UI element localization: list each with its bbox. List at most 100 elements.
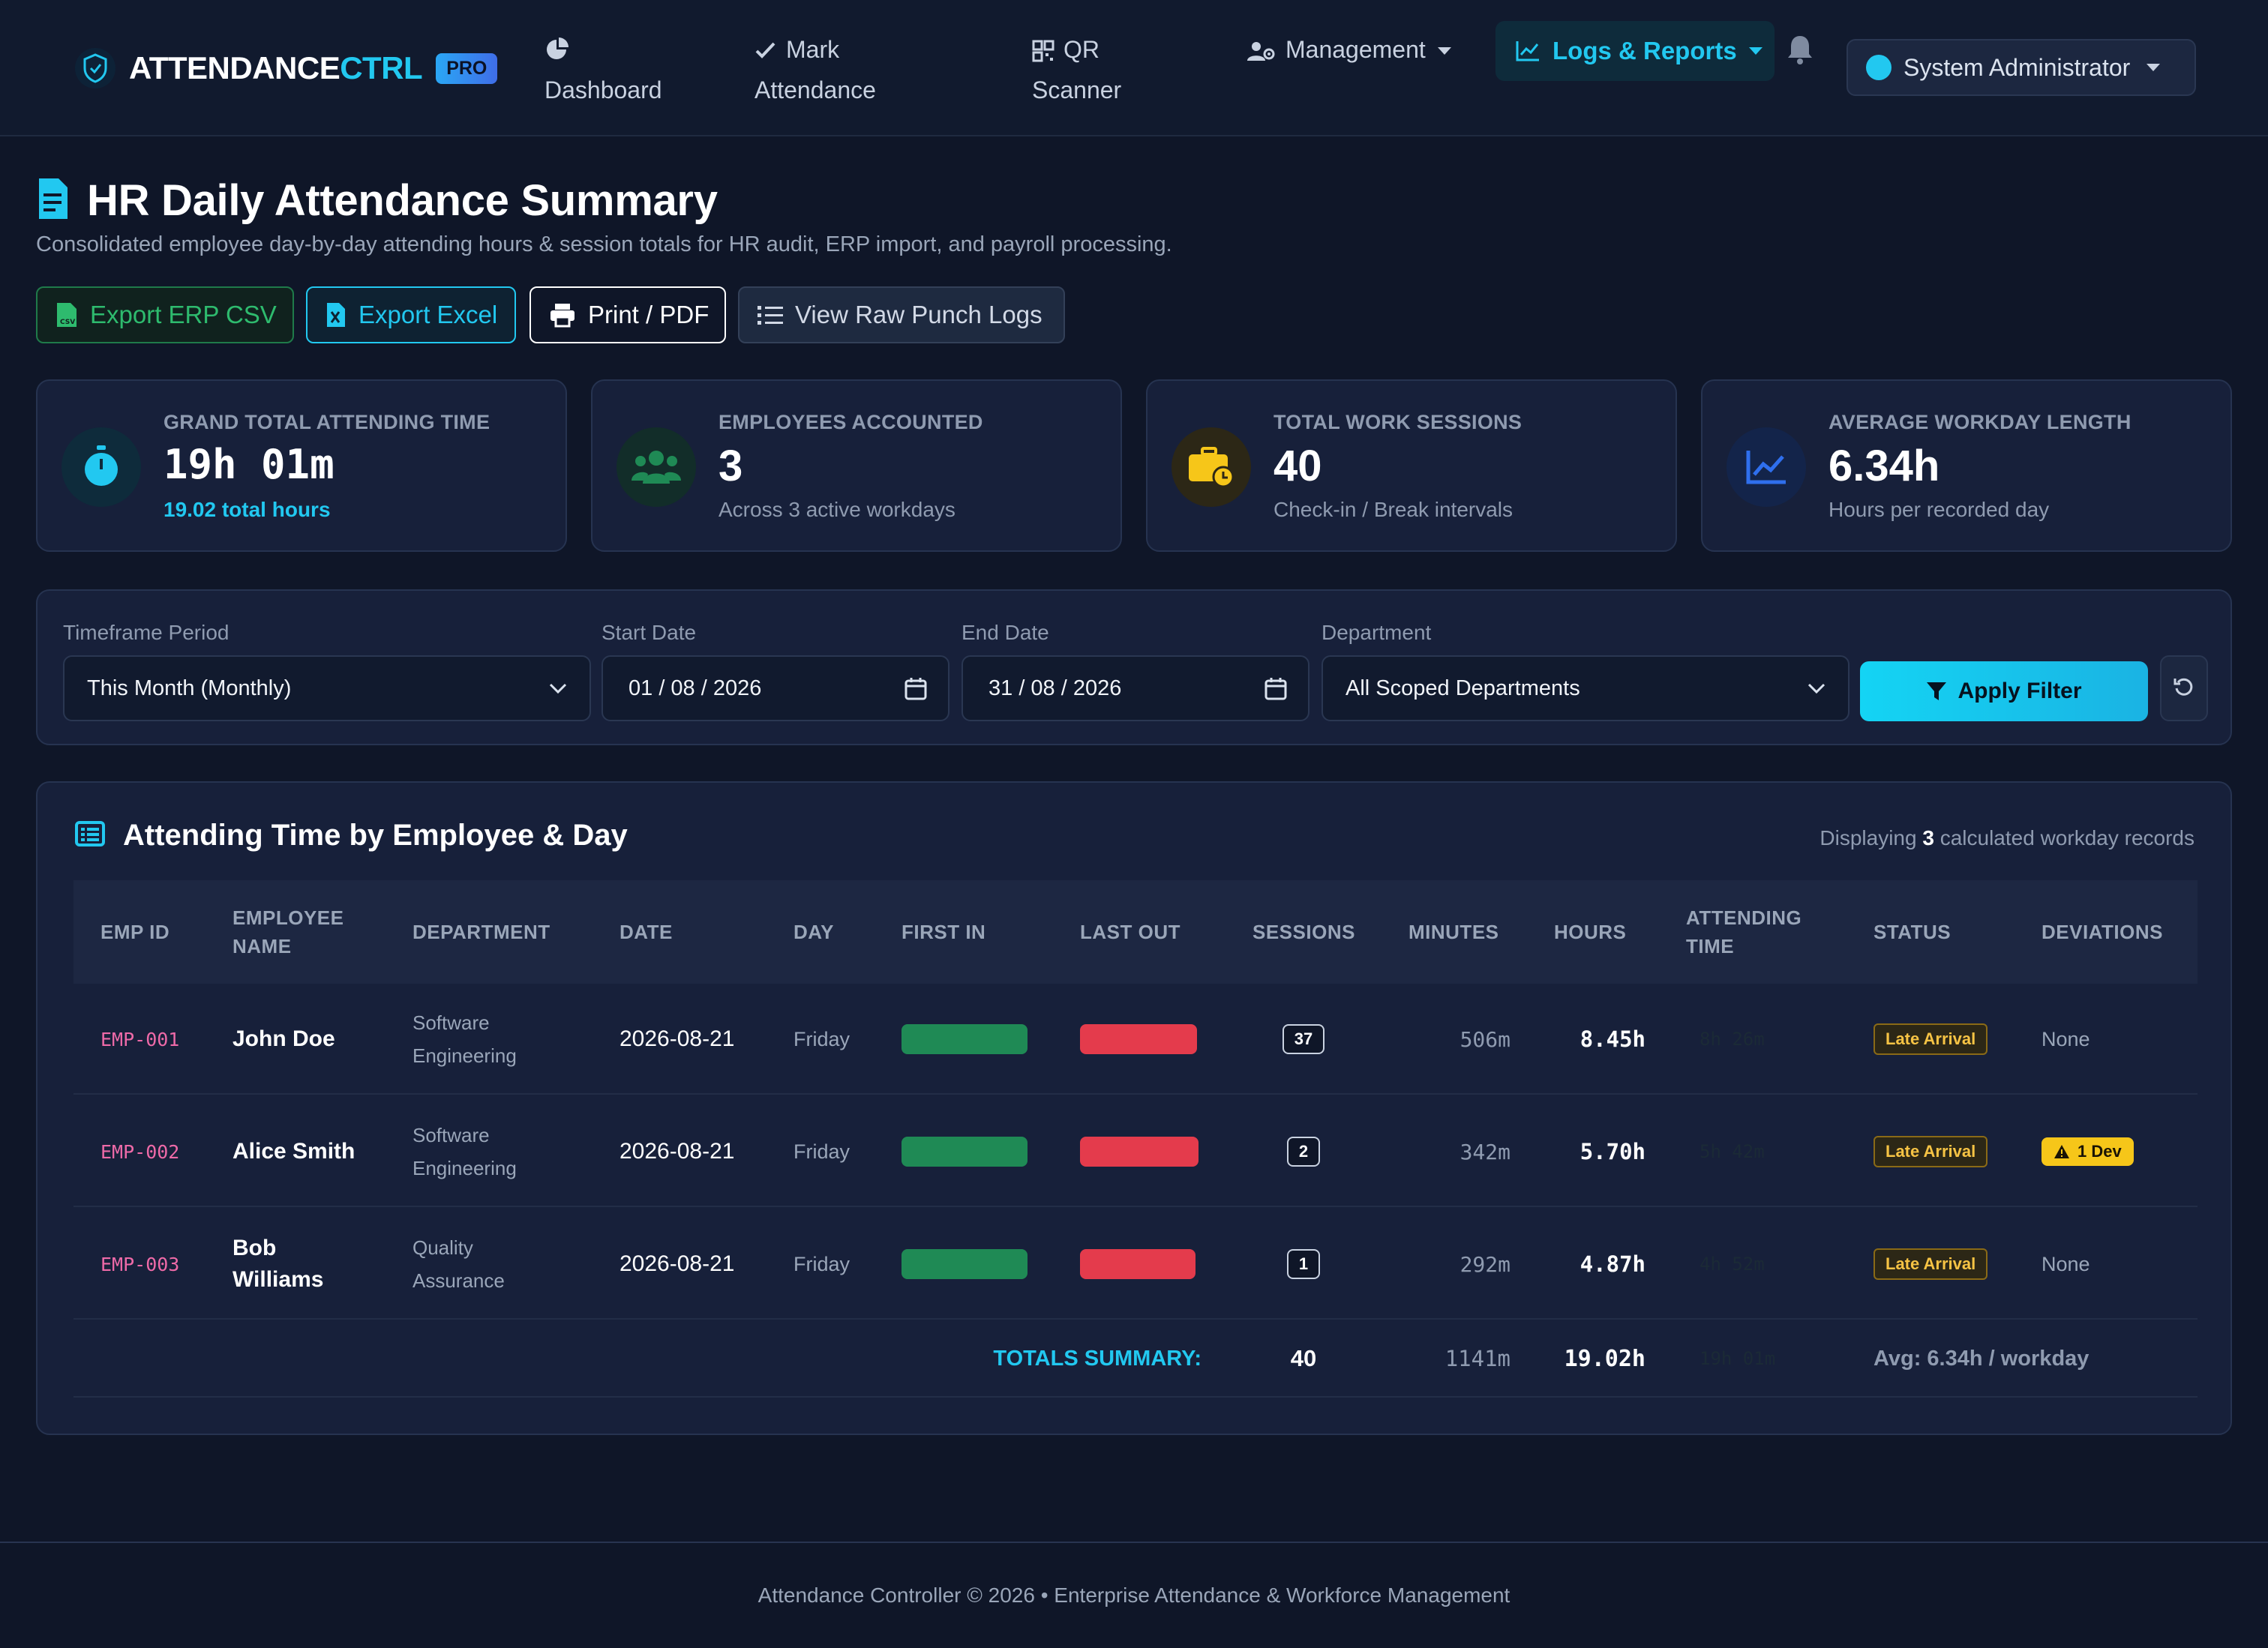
start-date-input[interactable]: 01 / 08 / 2026 [602, 655, 950, 721]
deviation-badge[interactable]: 1 Dev [2042, 1137, 2134, 1166]
chevron-down-icon [548, 676, 568, 706]
filter-panel: Timeframe Period This Month (Monthly) St… [36, 589, 2232, 745]
col-emp-id[interactable]: EMP ID [100, 921, 170, 943]
totals-minutes: 1141m [1444, 1346, 1510, 1371]
attendance-table-panel: Attending Time by Employee & Day Display… [36, 781, 2232, 1435]
start-date-label: Start Date [602, 621, 697, 644]
col-sessions[interactable]: SESSIONS [1252, 921, 1355, 943]
col-department[interactable]: DEPARTMENT [412, 921, 550, 943]
bell-icon[interactable] [1785, 33, 1815, 70]
chevron-down-icon [1748, 47, 1762, 55]
status-badge: Late Arrival [1874, 1023, 1988, 1055]
users-icon [616, 427, 696, 507]
chevron-down-icon [2146, 64, 2161, 71]
file-invoice-icon [36, 177, 69, 224]
stat-card-sessions: TOTAL WORK SESSIONS 40 Check-in / Break … [1146, 379, 1677, 552]
col-minutes[interactable]: MINUTES [1408, 921, 1499, 943]
col-last-out[interactable]: LAST OUT [1080, 921, 1180, 943]
stat-card-average: AVERAGE WORKDAY LENGTH 6.34h Hours per r… [1701, 379, 2232, 552]
first-in-pill [902, 984, 1028, 1095]
end-date-label: End Date [962, 621, 1049, 644]
table-title: Attending Time by Employee & Day [123, 819, 628, 852]
col-date[interactable]: DATE [620, 921, 673, 943]
totals-sessions: 40 [1290, 1345, 1317, 1371]
col-status[interactable]: STATUS [1874, 921, 1952, 943]
printer-icon [549, 302, 576, 328]
department-label: Department [1322, 621, 1432, 644]
pro-badge: PRO [436, 52, 498, 84]
chevron-down-icon [1437, 47, 1451, 55]
col-day[interactable]: DAY [794, 921, 835, 943]
session-count-badge: 2 [1287, 1137, 1320, 1167]
undo-icon [2174, 676, 2194, 701]
nav-mark-attendance[interactable]: Mark Attendance [754, 36, 876, 103]
user-circle-icon [1866, 55, 1892, 80]
last-out-pill [1080, 1209, 1196, 1320]
nav-management[interactable]: Management [1246, 31, 1451, 72]
last-out-pill [1080, 1096, 1198, 1207]
pie-chart-icon [544, 36, 570, 72]
totals-average: Avg: 6.34h / workday [1874, 1346, 2090, 1371]
list-icon [758, 304, 783, 325]
col-attending-time[interactable]: ATTENDING TIME [1686, 906, 1802, 957]
col-deviations[interactable]: DEVIATIONS [2042, 921, 2163, 943]
top-navbar: ATTENDANCECTRL PRO Dashboard Mark Attend… [0, 0, 2268, 136]
col-hours[interactable]: HOURS [1554, 921, 1627, 943]
brand-logo[interactable]: ATTENDANCECTRL PRO [75, 46, 498, 90]
table-record-count: Displaying 3 calculated workday records [1820, 826, 2194, 849]
page-title: HR Daily Attendance Summary [87, 176, 718, 225]
filter-icon [1926, 681, 1947, 702]
user-menu[interactable]: System Administrator [1846, 39, 2196, 96]
department-select[interactable]: All Scoped Departments [1322, 655, 1850, 721]
totals-attending: 19h 01m [1700, 1348, 1776, 1369]
export-excel-button[interactable]: Export Excel [306, 286, 516, 343]
file-csv-icon: CSV [56, 301, 78, 328]
totals-hours: 19.02h [1564, 1345, 1646, 1372]
apply-filter-button[interactable]: Apply Filter [1860, 661, 2148, 721]
briefcase-clock-icon [1172, 427, 1251, 507]
nav-logs-reports[interactable]: Logs & Reports [1496, 21, 1774, 81]
timeframe-label: Timeframe Period [63, 621, 230, 644]
view-raw-logs-button[interactable]: View Raw Punch Logs [738, 286, 1065, 343]
page-subtitle: Consolidated employee day-by-day attendi… [36, 232, 1172, 256]
stopwatch-icon [62, 427, 141, 507]
table-row[interactable]: EMP-001 John Doe Software Engineering 202… [74, 984, 2198, 1095]
status-badge: Late Arrival [1874, 1136, 1988, 1167]
table-row[interactable]: EMP-003 Bob Williams Quality Assurance 202… [74, 1209, 2198, 1320]
col-employee-name[interactable]: EMPLOYEE NAME [232, 906, 344, 957]
page-footer: Attendance Controller © 2026 • Enterpris… [0, 1542, 2268, 1648]
print-pdf-button[interactable]: Print / PDF [530, 286, 726, 343]
timeframe-select[interactable]: This Month (Monthly) [63, 655, 591, 721]
calendar-icon [904, 676, 927, 706]
first-in-pill [902, 1096, 1028, 1207]
table-head: EMP ID EMPLOYEE NAME DEPARTMENT DATE DAY … [74, 880, 2198, 984]
first-in-pill [902, 1209, 1028, 1320]
session-count-badge: 1 [1287, 1249, 1320, 1279]
session-count-badge: 37 [1282, 1024, 1324, 1054]
table-totals-row: TOTALS SUMMARY: 40 1141m 19.02h 19h 01m … [74, 1320, 2198, 1398]
page-header: HR Daily Attendance Summary [36, 175, 718, 226]
brand-name: ATTENDANCECTRL [129, 50, 423, 85]
totals-label: TOTALS SUMMARY: [993, 1346, 1202, 1371]
stat-card-total-time: GRAND TOTAL ATTENDING TIME 19h 01m 19.02… [36, 379, 567, 552]
table-header: Attending Time by Employee & Day [75, 819, 628, 852]
qr-code-icon [1032, 36, 1054, 72]
warning-icon [2054, 1144, 2070, 1159]
trend-chart-icon [1726, 427, 1806, 507]
nav-qr-scanner[interactable]: QR Scanner [1032, 36, 1122, 103]
check-list-icon [754, 36, 777, 72]
reset-filter-button[interactable] [2160, 655, 2208, 721]
table-row[interactable]: EMP-002 Alice Smith Software Engineering … [74, 1096, 2198, 1207]
last-out-pill [1080, 984, 1197, 1095]
users-cog-icon [1246, 36, 1276, 72]
end-date-input[interactable]: 31 / 08 / 2026 [962, 655, 1310, 721]
calendar-icon [1264, 676, 1287, 706]
col-first-in[interactable]: FIRST IN [902, 921, 986, 943]
table-list-icon [75, 821, 105, 850]
nav-dashboard[interactable]: Dashboard [544, 31, 662, 108]
shield-icon [75, 48, 116, 88]
export-csv-button[interactable]: CSV Export ERP CSV [36, 286, 294, 343]
chevron-down-icon [1806, 676, 1827, 706]
stat-card-employees: EMPLOYEES ACCOUNTED 3 Across 3 active wo… [591, 379, 1122, 552]
file-excel-icon [326, 301, 346, 328]
